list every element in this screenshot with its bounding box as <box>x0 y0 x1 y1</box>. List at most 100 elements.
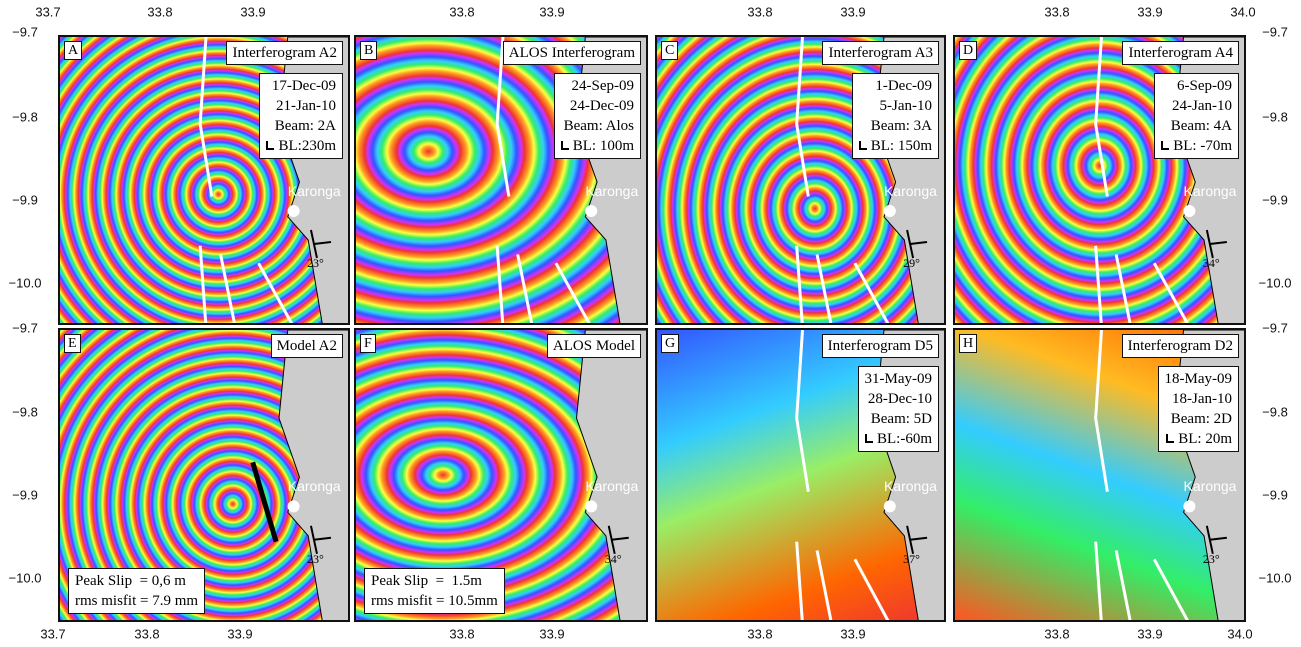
info-line: BL: 100m <box>561 136 634 156</box>
note-line: Peak Slip = 0,6 m <box>75 571 198 591</box>
map-panel: 29°CInterferogram A31-Dec-095-Jan-10Beam… <box>655 35 946 325</box>
model-fault <box>253 462 276 541</box>
left-tick-label: −9.9 <box>12 488 38 503</box>
right-tick-label: −9.7 <box>1262 25 1288 40</box>
top-tick-label: 34.0 <box>1230 5 1255 20</box>
place-label: Karonga <box>1184 478 1237 494</box>
heading-label: 34° <box>1203 256 1220 271</box>
heading-label: 29° <box>903 256 920 271</box>
info-line: 28-Dec-10 <box>865 389 933 409</box>
fault-line <box>1096 37 1108 197</box>
info-box: 24-Sep-0924-Dec-09Beam: AlosBL: 100m <box>554 73 641 159</box>
info-line: Beam: 2D <box>1165 409 1233 429</box>
info-line: 5-Jan-10 <box>859 96 932 116</box>
fault-line <box>817 255 832 326</box>
info-line: 6-Sep-09 <box>1161 76 1232 96</box>
heading-label: 34° <box>605 552 622 567</box>
panel-title: Interferogram A3 <box>822 41 939 65</box>
panel-title: Interferogram A4 <box>1122 41 1239 65</box>
info-line: 18-May-09 <box>1165 369 1233 389</box>
land <box>279 330 350 622</box>
panel-letter: F <box>360 334 376 353</box>
panel-title: Model A2 <box>271 334 343 358</box>
bottom-tick-label: 33.9 <box>1137 627 1162 642</box>
info-line: BL: -70m <box>1161 136 1232 156</box>
fault-line <box>200 37 212 197</box>
fault-line <box>797 246 803 325</box>
bottom-tick-label: 34.0 <box>1227 627 1252 642</box>
panel-letter: B <box>360 41 377 60</box>
right-tick-label: −9.8 <box>1262 405 1288 420</box>
info-box: 31-May-0928-Dec-10Beam: 5DBL:-60m <box>858 366 940 452</box>
panel-title: Interferogram D2 <box>1122 334 1239 358</box>
panel-letter: A <box>64 41 82 60</box>
place-label: Karonga <box>288 478 341 494</box>
map-panel: 34° F ALOS Model Peak Slip = 1.5mrms misfit… <box>354 328 648 622</box>
place-label: Karonga <box>288 183 341 199</box>
info-box: 6-Sep-0924-Jan-10Beam: 4ABL: -70m <box>1154 73 1239 159</box>
place-label: Karonga <box>884 183 937 199</box>
right-tick-label: −9.9 <box>1262 488 1288 503</box>
fault-line <box>1154 559 1189 622</box>
info-line: 17-Dec-09 <box>266 76 336 96</box>
bottom-tick-label: 33.9 <box>227 627 252 642</box>
fault-line <box>221 255 236 326</box>
panel-letter: E <box>64 334 81 353</box>
panel-title: ALOS Interferogram <box>503 41 641 65</box>
info-box: 17-Dec-0921-Jan-10Beam: 2ABL:230m <box>259 73 343 159</box>
bottom-tick-label: 33.8 <box>747 627 772 642</box>
info-line: 31-May-09 <box>865 369 933 389</box>
fault-line <box>1096 246 1102 325</box>
info-line: 1-Dec-09 <box>859 76 932 96</box>
panel-title: Interferogram A2 <box>226 41 343 65</box>
fault-line <box>497 246 503 325</box>
panel-title: ALOS Model <box>547 334 641 358</box>
heading-label: 23° <box>307 256 324 271</box>
bottom-tick-label: 33.9 <box>840 627 865 642</box>
notes-box: Peak Slip = 1.5mrms misfit = 10.5mm <box>364 568 505 614</box>
fault-line <box>518 255 533 326</box>
fault-line <box>200 246 206 325</box>
heading-label: 23° <box>1203 552 1220 567</box>
left-tick-label: −9.8 <box>12 405 38 420</box>
info-line: 18-Jan-10 <box>1165 389 1233 409</box>
town-marker <box>1183 500 1195 512</box>
top-tick-label: 33.9 <box>1137 5 1162 20</box>
town-marker <box>884 500 896 512</box>
info-line: 21-Jan-10 <box>266 96 336 116</box>
fault-line <box>1096 542 1102 622</box>
town-marker <box>288 205 300 217</box>
fault-line <box>1116 255 1131 326</box>
left-tick-label: −10.0 <box>9 276 42 291</box>
town-marker <box>585 205 597 217</box>
left-tick-label: −9.7 <box>12 25 38 40</box>
place-label: Karonga <box>585 183 638 199</box>
town-marker <box>288 500 300 512</box>
fault-line <box>1154 263 1189 325</box>
note-line: Peak Slip = 1.5m <box>371 571 498 591</box>
top-tick-label: 33.8 <box>147 5 172 20</box>
info-line: BL:-60m <box>865 429 933 449</box>
land <box>577 330 649 622</box>
panel-title: Interferogram D5 <box>822 334 939 358</box>
info-line: Beam: 3A <box>859 116 932 136</box>
fault-line <box>556 263 591 325</box>
fault-line <box>817 551 832 623</box>
info-line: Beam: 4A <box>1161 116 1232 136</box>
info-line: Beam: 5D <box>865 409 933 429</box>
figure: 33.733.833.933.833.933.833.933.833.934.0… <box>0 0 1301 647</box>
bottom-tick-label: 33.8 <box>1044 627 1069 642</box>
fault-line <box>1116 551 1131 623</box>
place-label: Karonga <box>1184 183 1237 199</box>
fault-line <box>1096 330 1108 492</box>
fault-line <box>855 559 890 622</box>
fault-line <box>855 263 890 325</box>
info-line: Beam: 2A <box>266 116 336 136</box>
left-tick-label: −9.8 <box>12 110 38 125</box>
heading-label: 37° <box>903 552 920 567</box>
